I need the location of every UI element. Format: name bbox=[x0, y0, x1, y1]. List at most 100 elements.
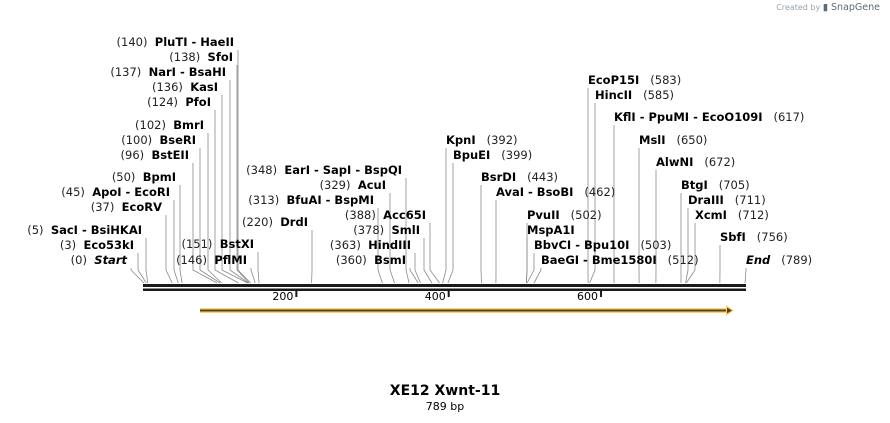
snapgene-branding: Created by ▮ SnapGene bbox=[776, 2, 880, 13]
restriction-site-label[interactable]: End (789) bbox=[746, 253, 812, 267]
restriction-site-label[interactable]: (329) AcuI bbox=[320, 178, 386, 192]
restriction-site-label[interactable]: XcmI (712) bbox=[695, 208, 769, 222]
enzyme-name: SfoI bbox=[207, 50, 233, 64]
site-leader-line bbox=[442, 148, 447, 284]
site-position: (462) bbox=[584, 185, 616, 199]
restriction-site-label[interactable]: BtgI (705) bbox=[681, 178, 750, 192]
restriction-site-label[interactable]: BbvCI - Bpu10I (503) bbox=[534, 238, 671, 252]
site-leader-lines bbox=[130, 50, 747, 284]
enzyme-name: AcuI bbox=[357, 178, 386, 192]
enzyme-name: PfoI bbox=[185, 95, 211, 109]
site-position: (672) bbox=[704, 155, 736, 169]
enzyme-name: SbfI bbox=[720, 230, 746, 244]
enzyme-name: BstEII bbox=[151, 148, 189, 162]
restriction-site-label[interactable]: (360) BsmI bbox=[336, 253, 406, 267]
enzyme-name: Eco53kI bbox=[83, 238, 134, 252]
enzyme-name: NarI - BsaHI bbox=[148, 65, 226, 79]
restriction-site-label[interactable]: (348) EarI - SapI - BspQI bbox=[246, 163, 402, 177]
enzyme-name: BfuAI - BspMI bbox=[286, 193, 374, 207]
site-leader-line bbox=[405, 178, 410, 284]
restriction-site-label[interactable]: (50) BpmI bbox=[112, 170, 176, 184]
restriction-site-label[interactable]: (5) SacI - BsiHKAI bbox=[27, 223, 142, 237]
enzyme-name: MslI bbox=[639, 133, 666, 147]
enzyme-name: KpnI bbox=[446, 133, 476, 147]
restriction-site-label[interactable]: (313) BfuAI - BspMI bbox=[248, 193, 374, 207]
site-position: (0) bbox=[70, 253, 87, 267]
feature-arrow[interactable] bbox=[200, 305, 734, 316]
site-position: (503) bbox=[640, 238, 672, 252]
restriction-site-label[interactable]: (138) SfoI bbox=[169, 50, 233, 64]
site-position: (102) bbox=[135, 118, 166, 132]
ruler-tick bbox=[600, 291, 603, 297]
site-leader-line bbox=[257, 252, 260, 284]
restriction-site-label[interactable]: SbfI (756) bbox=[720, 230, 788, 244]
enzyme-name: KflI - PpuMI - EcoO109I bbox=[614, 110, 763, 124]
site-position: (136) bbox=[151, 80, 183, 94]
site-leader-line bbox=[526, 253, 535, 284]
site-leader-line bbox=[214, 110, 239, 284]
restriction-site-label[interactable]: AvaI - BsoBI (462) bbox=[496, 185, 615, 199]
restriction-site-label[interactable]: KpnI (392) bbox=[446, 133, 518, 147]
enzyme-name: ApoI - EcoRI bbox=[92, 185, 170, 199]
restriction-site-label[interactable]: (146) PflMI bbox=[176, 253, 247, 267]
site-leader-line bbox=[237, 50, 251, 284]
site-position: (348) bbox=[246, 163, 278, 177]
restriction-site-label[interactable]: DraIII (711) bbox=[688, 193, 766, 207]
restriction-site-label[interactable]: (363) HindIII bbox=[330, 238, 411, 252]
site-position: (711) bbox=[734, 193, 766, 207]
restriction-site-label[interactable]: (37) EcoRV bbox=[91, 200, 162, 214]
enzyme-name: AlwNI bbox=[656, 155, 694, 169]
site-position: (650) bbox=[676, 133, 708, 147]
restriction-site-label[interactable]: AlwNI (672) bbox=[656, 155, 735, 169]
restriction-site-label[interactable]: (140) PluTI - HaeII bbox=[117, 35, 234, 49]
site-position: (124) bbox=[147, 95, 179, 109]
site-leader-line bbox=[145, 238, 149, 284]
site-leader-line bbox=[130, 268, 145, 284]
restriction-site-label[interactable]: (0) Start bbox=[71, 253, 127, 267]
site-position: (512) bbox=[667, 253, 699, 267]
enzyme-name: BmrI bbox=[173, 118, 204, 132]
restriction-site-label[interactable]: (100) BseRI bbox=[121, 133, 196, 147]
restriction-site-label[interactable]: (124) PfoI bbox=[147, 95, 211, 109]
restriction-site-label[interactable]: (137) NarI - BsaHI bbox=[110, 65, 226, 79]
restriction-site-label[interactable]: (96) BstEII bbox=[121, 148, 189, 162]
site-position: (756) bbox=[756, 230, 788, 244]
site-position: (37) bbox=[90, 200, 115, 214]
restriction-site-label[interactable]: (378) SmlI bbox=[353, 223, 420, 237]
enzyme-name: PflMI bbox=[214, 253, 247, 267]
restriction-site-label[interactable]: EcoP15I (583) bbox=[588, 73, 681, 87]
restriction-site-label[interactable]: BaeGI - Bme1580I (512) bbox=[541, 253, 699, 267]
site-leader-line bbox=[250, 268, 256, 284]
site-position: (138) bbox=[169, 50, 201, 64]
ruler-tick-label: 600 bbox=[577, 290, 599, 303]
restriction-site-label[interactable]: (151) BstXI bbox=[181, 237, 254, 251]
ruler-tick bbox=[447, 291, 450, 297]
restriction-site-label[interactable]: (220) DrdI bbox=[242, 215, 308, 229]
site-position: (585) bbox=[643, 88, 675, 102]
site-position: (313) bbox=[248, 193, 280, 207]
enzyme-name: End bbox=[746, 253, 771, 267]
site-leader-line bbox=[685, 208, 689, 284]
restriction-site-label[interactable]: (102) BmrI bbox=[135, 118, 204, 132]
enzyme-name: BstXI bbox=[219, 237, 254, 251]
restriction-site-label[interactable]: KflI - PpuMI - EcoO109I (617) bbox=[614, 110, 804, 124]
site-leader-line bbox=[589, 103, 596, 284]
enzyme-name: EarI - SapI - BspQI bbox=[284, 163, 402, 177]
restriction-site-label[interactable]: MslI (650) bbox=[639, 133, 707, 147]
restriction-site-label[interactable]: (3) Eco53kI bbox=[60, 238, 134, 252]
restriction-site-label[interactable]: (45) ApoI - EcoRI bbox=[61, 185, 170, 199]
site-leader-line bbox=[236, 65, 250, 284]
restriction-site-label[interactable]: BpuEI (399) bbox=[453, 148, 532, 162]
restriction-site-label[interactable]: BsrDI (443) bbox=[481, 170, 558, 184]
restriction-site-label[interactable]: PvuII (502) bbox=[527, 208, 602, 222]
restriction-site-label[interactable]: (388) Acc65I bbox=[345, 208, 426, 222]
restriction-site-label[interactable]: MspA1I bbox=[527, 223, 586, 237]
site-leader-line bbox=[229, 80, 249, 284]
enzyme-name: KasI bbox=[190, 80, 218, 94]
restriction-site-label[interactable]: (136) KasI bbox=[152, 80, 218, 94]
site-position: (789) bbox=[781, 253, 813, 267]
enzyme-name: BpmI bbox=[142, 170, 176, 184]
enzyme-name: SacI - BsiHKAI bbox=[50, 223, 142, 237]
restriction-site-label[interactable]: HincII (585) bbox=[595, 88, 674, 102]
